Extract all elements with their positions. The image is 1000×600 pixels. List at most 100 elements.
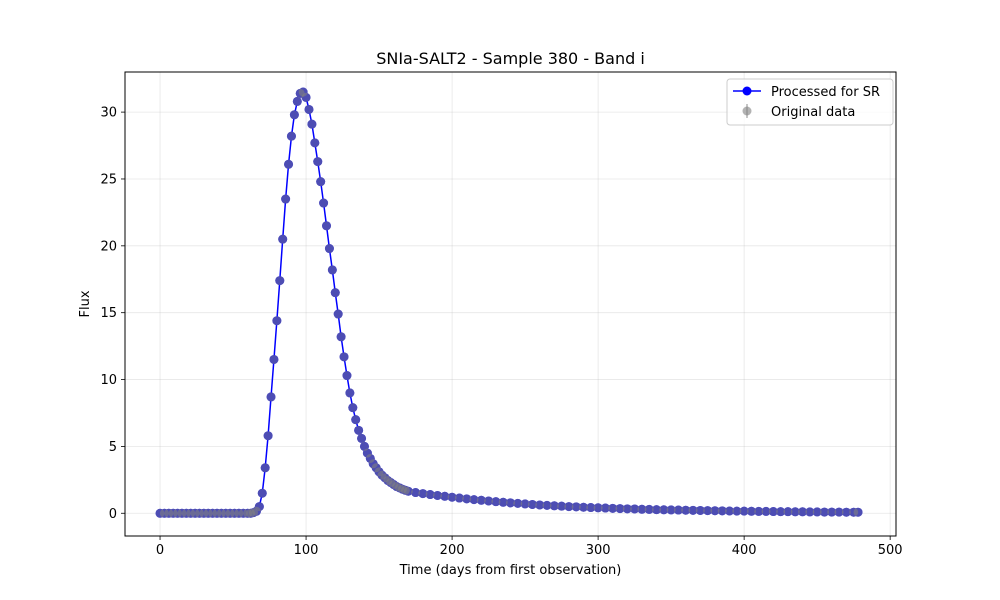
original-point — [351, 415, 361, 425]
original-point — [440, 491, 450, 501]
original-point — [266, 392, 276, 402]
original-point — [324, 244, 334, 254]
y-tick-label: 30 — [100, 106, 117, 121]
x-tick-label: 400 — [732, 543, 757, 558]
original-point — [579, 502, 589, 512]
original-point — [564, 502, 574, 512]
x-tick-label: 200 — [440, 543, 465, 558]
original-point — [310, 138, 320, 148]
original-point — [304, 104, 314, 114]
original-point — [484, 496, 494, 506]
original-point — [272, 316, 282, 326]
original-point — [703, 506, 713, 516]
original-point — [841, 507, 851, 517]
original-point — [834, 507, 844, 517]
original-point — [659, 505, 669, 515]
original-point — [260, 463, 270, 473]
original-point — [469, 495, 479, 505]
x-tick-label: 300 — [586, 543, 611, 558]
x-axis-ticks: 0 100 200 300 400 500 — [156, 536, 903, 558]
original-point — [316, 177, 326, 187]
original-point — [739, 506, 749, 516]
original-point — [571, 502, 581, 512]
original-point — [269, 354, 279, 364]
original-point — [506, 498, 515, 508]
x-tick-label: 500 — [878, 543, 903, 558]
legend-label-original: Original data — [771, 105, 855, 120]
original-point — [557, 501, 567, 511]
original-point — [853, 507, 863, 517]
original-point — [462, 494, 472, 504]
original-point — [827, 507, 837, 517]
original-point — [403, 486, 413, 496]
x-tick-label: 100 — [294, 543, 319, 558]
original-point — [688, 505, 698, 515]
original-point — [593, 503, 603, 513]
y-tick-label: 0 — [109, 507, 117, 522]
original-point — [286, 131, 296, 141]
original-point — [812, 507, 822, 517]
original-point — [666, 505, 676, 515]
y-tick-label: 20 — [100, 239, 117, 254]
original-point — [342, 371, 352, 381]
original-point — [411, 488, 421, 498]
original-point — [348, 403, 358, 413]
original-point — [586, 503, 596, 513]
original-point — [254, 502, 264, 512]
original-point — [322, 221, 332, 231]
original-point — [313, 157, 323, 167]
original-point — [790, 507, 800, 517]
original-point — [652, 505, 662, 515]
original-point — [644, 504, 654, 514]
original-point — [600, 503, 610, 513]
y-tick-label: 25 — [100, 172, 117, 187]
original-point — [498, 497, 508, 507]
original-data-overlay — [155, 87, 863, 518]
original-point — [292, 96, 302, 106]
original-point — [263, 431, 273, 441]
original-point — [319, 198, 329, 208]
original-point — [754, 506, 764, 516]
original-point — [327, 265, 337, 275]
original-point — [345, 388, 355, 398]
original-point — [330, 288, 340, 298]
original-point — [805, 507, 815, 517]
original-point — [798, 507, 808, 517]
chart-title: SNIa-SALT2 - Sample 380 - Band i — [376, 49, 645, 68]
original-point — [768, 507, 778, 517]
original-point — [681, 505, 691, 515]
original-point — [608, 503, 618, 513]
original-point — [695, 505, 705, 515]
original-point — [301, 92, 311, 102]
y-tick-label: 15 — [100, 306, 117, 321]
original-point — [354, 425, 364, 435]
original-point — [333, 309, 343, 319]
original-point — [339, 352, 349, 362]
x-axis-label: Time (days from first observation) — [399, 563, 622, 578]
legend: Processed for SR Original data — [726, 78, 894, 126]
original-point — [425, 490, 435, 500]
original-point — [278, 234, 288, 244]
original-point — [432, 490, 442, 500]
y-tick-label: 10 — [100, 373, 117, 388]
original-point — [622, 504, 632, 514]
original-point — [281, 194, 291, 204]
original-point — [418, 489, 428, 499]
original-point — [275, 276, 285, 286]
original-point — [513, 498, 523, 508]
plot-area-frame — [124, 71, 897, 537]
original-point — [257, 488, 267, 498]
original-point — [535, 500, 545, 510]
original-point — [284, 159, 294, 169]
legend-label-processed: Processed for SR — [771, 85, 880, 100]
legend-box — [726, 78, 894, 126]
original-point — [783, 507, 793, 517]
original-point — [717, 506, 727, 516]
original-point — [761, 506, 771, 516]
original-point — [476, 495, 486, 505]
original-point — [732, 506, 742, 516]
original-point — [710, 506, 720, 516]
original-point — [630, 504, 640, 514]
original-point — [454, 493, 464, 503]
